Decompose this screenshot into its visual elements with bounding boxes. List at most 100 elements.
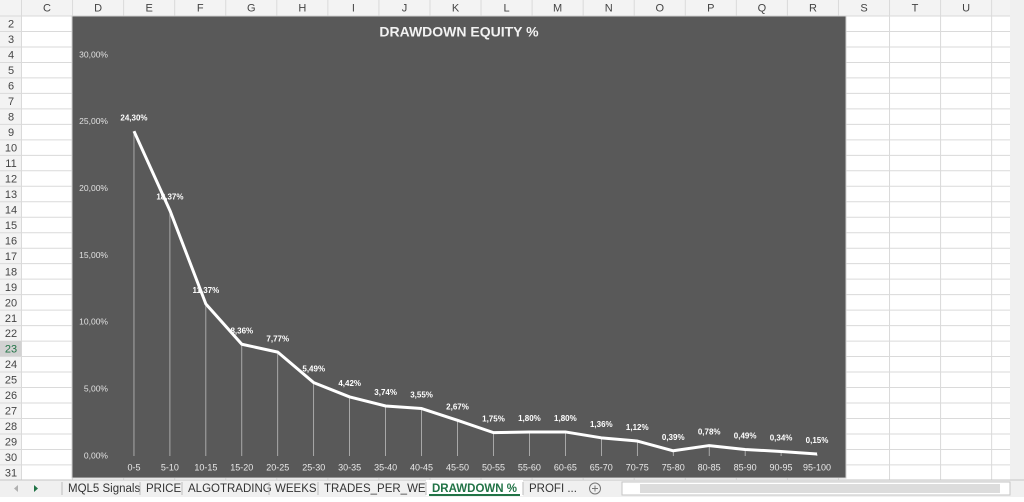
scroll-right-arrow[interactable] bbox=[34, 485, 38, 492]
column-header[interactable]: O bbox=[655, 2, 664, 14]
column-header[interactable]: H bbox=[298, 2, 306, 14]
column-header[interactable]: D bbox=[94, 2, 102, 14]
data-label: 0,49% bbox=[734, 432, 757, 441]
scroll-thumb[interactable] bbox=[640, 484, 1000, 493]
column-header[interactable]: E bbox=[145, 2, 152, 14]
y-tick-label: 15,00% bbox=[79, 250, 108, 260]
data-label: 4,42% bbox=[338, 379, 361, 388]
x-tick-label: 40-45 bbox=[410, 462, 433, 472]
x-tick-label: 80-85 bbox=[698, 462, 721, 472]
sheet-tab[interactable]: WEEKS bbox=[275, 483, 317, 495]
row-header[interactable]: 30 bbox=[5, 452, 17, 464]
row-header[interactable]: 24 bbox=[5, 359, 17, 371]
column-header-bar bbox=[0, 0, 1010, 16]
column-header[interactable]: N bbox=[605, 2, 613, 14]
row-header[interactable]: 17 bbox=[5, 251, 17, 263]
row-header[interactable]: 14 bbox=[5, 204, 17, 216]
column-header[interactable]: T bbox=[912, 2, 919, 14]
y-tick-label: 30,00% bbox=[79, 49, 108, 59]
row-header[interactable]: 27 bbox=[5, 406, 17, 418]
x-tick-label: 25-30 bbox=[302, 462, 325, 472]
x-tick-label: 45-50 bbox=[446, 462, 469, 472]
row-header[interactable]: 22 bbox=[5, 328, 17, 340]
active-tab bbox=[426, 480, 523, 496]
row-header[interactable]: 21 bbox=[5, 313, 17, 325]
row-header[interactable]: 15 bbox=[5, 220, 17, 232]
row-header[interactable]: 5 bbox=[8, 65, 14, 77]
x-tick-label: 85-90 bbox=[734, 462, 757, 472]
x-tick-label: 95-100 bbox=[803, 462, 831, 472]
sheet-tab[interactable]: PRICE bbox=[146, 483, 181, 495]
row-header[interactable]: 19 bbox=[5, 282, 17, 294]
row-header[interactable]: 6 bbox=[8, 81, 14, 93]
row-header[interactable]: 11 bbox=[5, 158, 16, 170]
column-header[interactable]: P bbox=[707, 2, 714, 14]
data-label: 5,49% bbox=[302, 365, 325, 374]
sheet-tab[interactable]: ALGOTRADING bbox=[188, 483, 272, 495]
column-header[interactable]: S bbox=[860, 2, 867, 14]
x-tick-label: 20-25 bbox=[266, 462, 289, 472]
row-header[interactable]: 13 bbox=[5, 189, 17, 201]
line-series bbox=[132, 130, 818, 456]
row-header[interactable]: 20 bbox=[5, 297, 17, 309]
row-header[interactable]: 2 bbox=[8, 19, 14, 31]
row-header[interactable]: 8 bbox=[8, 112, 14, 124]
y-tick-label: 20,00% bbox=[79, 183, 108, 193]
data-label: 7,77% bbox=[266, 334, 289, 343]
chart-area bbox=[71, 15, 847, 479]
data-label: 18,37% bbox=[156, 193, 183, 202]
row-header-bar bbox=[0, 0, 22, 480]
y-tick-label: 10,00% bbox=[79, 317, 108, 327]
column-header[interactable]: K bbox=[452, 2, 460, 14]
sheet-tab[interactable]: MQL5 Signals bbox=[68, 483, 140, 495]
column-header[interactable]: R bbox=[809, 2, 817, 14]
row-header[interactable]: 18 bbox=[5, 266, 17, 278]
x-tick-label: 90-95 bbox=[770, 462, 793, 472]
add-sheet-button[interactable] bbox=[589, 482, 601, 495]
sheet-tab[interactable]: TRADES_PER_WEEK bbox=[324, 483, 441, 495]
x-tick-label: 15-20 bbox=[230, 462, 253, 472]
column-header[interactable]: U bbox=[962, 2, 970, 14]
y-tick-label: 0,00% bbox=[84, 450, 109, 460]
scroll-left-arrow[interactable] bbox=[14, 485, 18, 492]
x-tick-label: 75-80 bbox=[662, 462, 685, 472]
row-header[interactable]: 26 bbox=[5, 390, 17, 402]
y-tick-label: 5,00% bbox=[84, 383, 109, 393]
row-header[interactable]: 16 bbox=[5, 235, 17, 247]
row-header[interactable]: 9 bbox=[8, 127, 14, 139]
row-header[interactable]: 23 bbox=[5, 344, 17, 356]
data-label: 3,74% bbox=[374, 388, 397, 397]
row-header[interactable]: 4 bbox=[8, 50, 14, 62]
x-tick-label: 60-65 bbox=[554, 462, 577, 472]
column-header[interactable]: M bbox=[553, 2, 562, 14]
data-label: 24,30% bbox=[120, 113, 147, 122]
row-header[interactable]: 7 bbox=[8, 96, 14, 108]
row-header[interactable]: 12 bbox=[5, 173, 17, 185]
column-header[interactable]: Q bbox=[758, 2, 767, 14]
column-header[interactable]: J bbox=[402, 2, 408, 14]
row-header[interactable]: 25 bbox=[5, 375, 17, 387]
data-label: 0,34% bbox=[770, 434, 793, 443]
sheet-tab[interactable]: PROFI ... bbox=[529, 483, 577, 495]
data-label: 0,78% bbox=[698, 428, 721, 437]
data-label: 3,55% bbox=[410, 391, 433, 400]
column-header[interactable]: I bbox=[352, 2, 355, 14]
data-label: 8,36% bbox=[230, 326, 253, 335]
row-header[interactable]: 29 bbox=[5, 437, 17, 449]
row-header[interactable]: 31 bbox=[5, 468, 17, 480]
x-tick-label: 35-40 bbox=[374, 462, 397, 472]
data-label: 11,37% bbox=[193, 286, 220, 295]
add-sheet-plus bbox=[592, 485, 598, 492]
column-header[interactable]: L bbox=[504, 2, 510, 14]
row-header-selected bbox=[0, 341, 22, 357]
column-header[interactable]: G bbox=[247, 2, 256, 14]
column-header[interactable]: C bbox=[43, 2, 51, 14]
sheet-tab[interactable]: DRAWDOWN % bbox=[432, 483, 517, 495]
vertical-scrollbar bbox=[1010, 0, 1024, 480]
y-tick-label: 25,00% bbox=[79, 116, 108, 126]
row-header[interactable]: 3 bbox=[8, 34, 14, 46]
row-header[interactable]: 28 bbox=[5, 421, 17, 433]
column-header[interactable]: F bbox=[197, 2, 204, 14]
data-label: 1,80% bbox=[554, 414, 577, 423]
row-header[interactable]: 10 bbox=[5, 142, 17, 154]
